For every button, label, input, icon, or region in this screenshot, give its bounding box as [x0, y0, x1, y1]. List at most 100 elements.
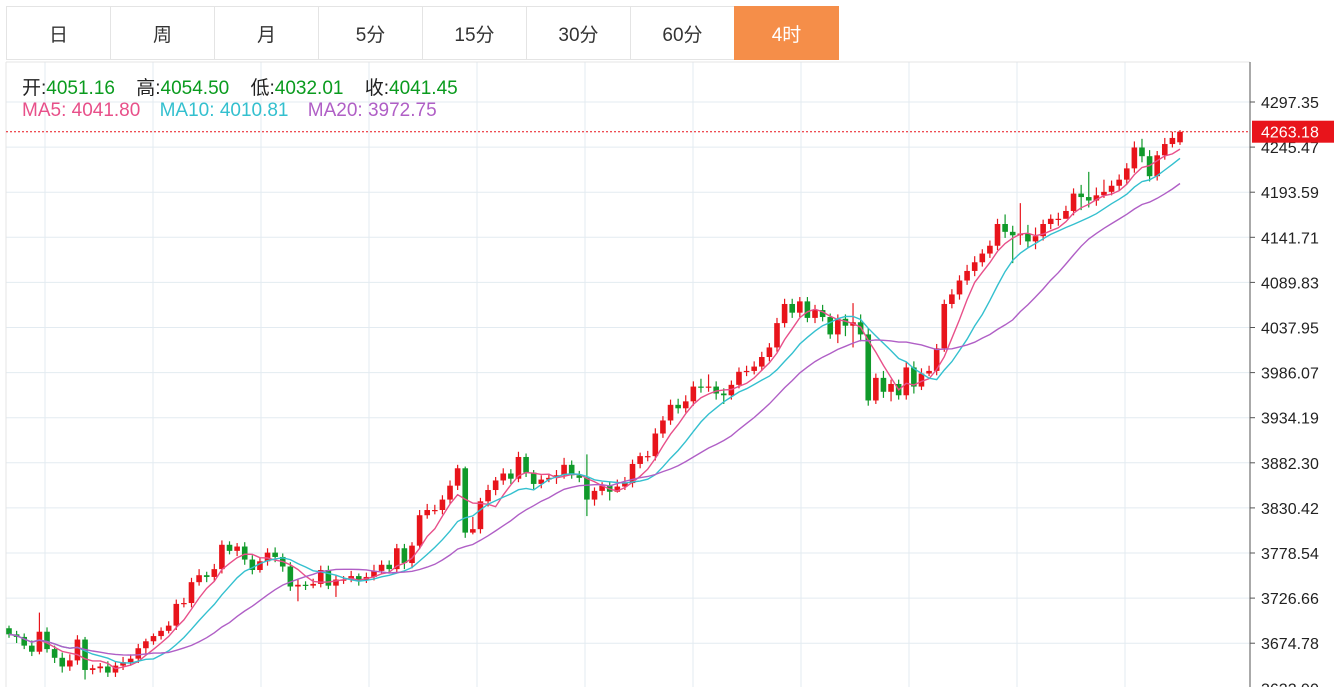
candle-body	[1085, 197, 1092, 201]
y-tick-label: 3882.30	[1261, 456, 1319, 473]
y-tick-label: 3934.19	[1261, 411, 1319, 428]
ma5-value: 4041.80	[71, 100, 141, 121]
candle-body	[979, 253, 986, 263]
tab-month[interactable]: 月	[214, 6, 319, 60]
candle-body	[591, 490, 598, 500]
candle-body	[918, 373, 925, 387]
candle-body	[59, 657, 66, 667]
tab-5min[interactable]: 5分	[318, 6, 423, 60]
candle-body	[1131, 147, 1138, 169]
candle-body	[333, 579, 339, 586]
candle-body	[751, 366, 757, 371]
candle-body	[173, 603, 180, 626]
candle-body	[690, 386, 697, 402]
candle-body	[842, 318, 849, 326]
ma-info: MA5: 4041.80 MA10: 4010.81 MA20: 3972.75	[22, 100, 451, 122]
candle-body	[561, 464, 567, 476]
open-label: 开:	[22, 78, 47, 99]
candle-body	[660, 420, 666, 434]
open-value: 4051.16	[46, 78, 115, 99]
candle-body	[485, 490, 491, 502]
candle-body	[629, 463, 636, 484]
last-price-tag	[1252, 120, 1334, 143]
candle-body	[599, 485, 605, 491]
candle-body	[1009, 231, 1016, 236]
ma20-label: MA20:	[307, 100, 363, 121]
candle-body	[827, 317, 834, 335]
candle-body	[310, 583, 316, 586]
candle-body	[1154, 155, 1160, 177]
candle-body	[667, 404, 674, 421]
ma10-label: MA10:	[159, 100, 215, 121]
ma10-readout: MA10: 4010.81	[160, 100, 289, 121]
candle-body	[758, 357, 765, 367]
candle-body	[447, 485, 453, 500]
candle-body	[926, 370, 932, 374]
y-tick-label: 3674.78	[1261, 636, 1319, 653]
candle-body	[1047, 218, 1054, 225]
candle-body	[1177, 131, 1183, 143]
candle-body	[1108, 185, 1115, 192]
tab-60min[interactable]: 60分	[630, 6, 735, 60]
candle-body	[698, 386, 704, 388]
y-tick-label: 3622.90	[1261, 681, 1319, 687]
y-tick-label: 3830.42	[1261, 501, 1319, 518]
candle-body	[477, 501, 484, 530]
candle-body	[6, 628, 12, 635]
high-label: 高:	[136, 78, 161, 99]
tab-30min[interactable]: 30分	[526, 6, 631, 60]
candle-body	[1161, 144, 1168, 156]
candle-body	[713, 386, 719, 394]
ma5-line	[8, 148, 1181, 670]
candle-body	[652, 433, 659, 457]
candle-body	[835, 318, 841, 335]
candle-body	[644, 456, 651, 458]
candle-body	[89, 668, 96, 670]
candle-body	[181, 603, 187, 605]
last-price-label: 4263.18	[1261, 125, 1319, 142]
candle-body	[705, 386, 712, 388]
tab-day[interactable]: 日	[6, 6, 111, 60]
candle-body	[416, 515, 423, 546]
y-tick-label: 4193.59	[1261, 185, 1319, 202]
candle-body	[880, 377, 887, 392]
candle-body	[203, 575, 210, 577]
candle-body	[432, 510, 438, 512]
candle-body	[439, 499, 446, 511]
tab-4hour[interactable]: 4时	[734, 6, 839, 60]
candle-body	[500, 473, 507, 481]
y-tick-label: 4245.47	[1261, 140, 1319, 157]
candle-body	[622, 483, 628, 487]
candle-body	[766, 347, 773, 358]
candle-body	[804, 301, 811, 318]
candle-body	[933, 348, 940, 371]
ma20-line	[8, 182, 1181, 656]
tab-week[interactable]: 周	[110, 6, 215, 60]
candle-body	[812, 310, 818, 318]
ma10-value: 4010.81	[219, 100, 289, 121]
candle-body	[1078, 193, 1084, 198]
candle-body	[903, 367, 910, 396]
candle-body	[44, 631, 50, 650]
candle-body	[355, 576, 362, 581]
candle-body	[51, 649, 58, 658]
candle-body	[523, 456, 529, 473]
candle-body	[888, 383, 894, 392]
candle-body	[29, 645, 35, 652]
candle-body	[105, 666, 111, 673]
tab-15min[interactable]: 15分	[422, 6, 527, 60]
candle-body	[568, 464, 575, 476]
high-value: 4054.50	[160, 78, 230, 99]
y-tick-label: 3726.66	[1261, 591, 1319, 608]
candle-body	[454, 468, 461, 486]
candle-body	[317, 569, 324, 584]
close-value: 4041.45	[389, 78, 458, 99]
candle-body	[994, 224, 1001, 246]
candle-body	[911, 367, 917, 387]
candle-body	[1055, 218, 1062, 220]
candle-body	[789, 303, 796, 313]
candle-body	[1040, 224, 1046, 237]
candle-body	[1123, 168, 1130, 180]
candle-body	[956, 280, 963, 295]
